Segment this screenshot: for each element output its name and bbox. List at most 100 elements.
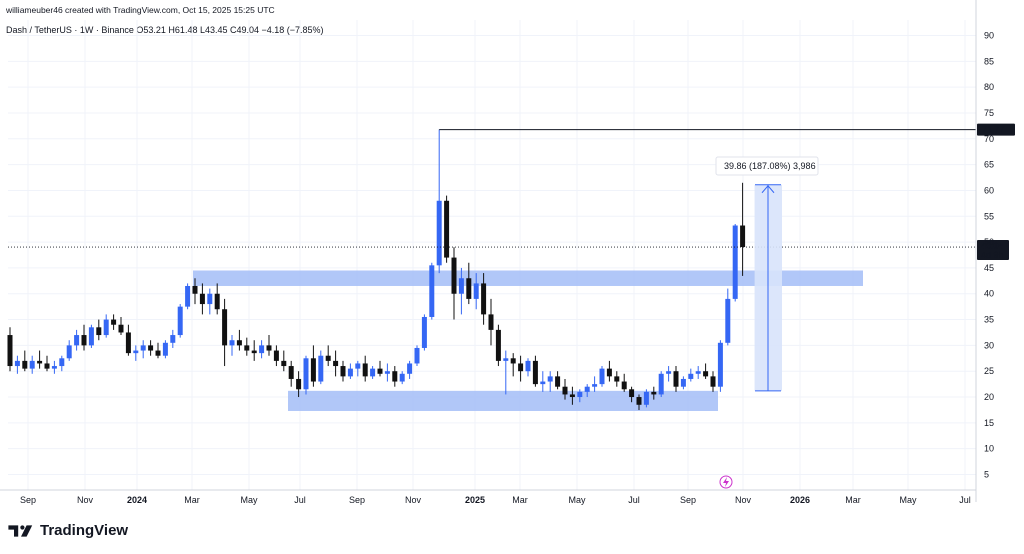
x-tick-label: Sep — [349, 495, 365, 505]
candle-body — [273, 350, 279, 361]
tradingview-logo-text: TradingView — [40, 522, 129, 539]
candle-body — [81, 335, 87, 346]
candle-body — [355, 363, 361, 369]
measure-label-box — [715, 156, 819, 176]
candle-body — [251, 350, 257, 354]
candle-body — [695, 371, 701, 374]
candle-body — [377, 368, 383, 374]
candle-body — [451, 257, 457, 294]
candle-body — [399, 373, 405, 382]
y-tick-label: 20 — [984, 392, 994, 402]
candle-body — [429, 265, 435, 317]
measure-arrowhead — [761, 184, 775, 194]
candle-body — [532, 360, 538, 385]
candle-body — [362, 363, 368, 377]
candle-body — [458, 278, 464, 294]
x-tick-label: Sep — [20, 495, 36, 505]
candle-body — [111, 319, 117, 325]
x-tick-label: Jul — [628, 495, 640, 505]
tradingview-logo-icon — [8, 524, 33, 537]
candle-body — [177, 306, 183, 336]
candle-body — [44, 363, 50, 369]
candle-body — [495, 329, 501, 361]
candle-body — [7, 335, 13, 367]
x-tick-label: Mar — [512, 495, 528, 505]
candle-body — [207, 293, 213, 305]
y-tick-label: 15 — [984, 418, 994, 428]
candle-body — [518, 363, 524, 372]
candle-body — [666, 371, 672, 374]
y-tick-label: 55 — [984, 211, 994, 221]
candle-body — [643, 391, 649, 405]
tradingview-logo[interactable]: TradingView — [8, 522, 128, 539]
candle-body — [155, 350, 161, 356]
candle-body — [288, 366, 294, 379]
candle-body — [688, 373, 694, 379]
candle-body — [118, 324, 124, 333]
y-tick-label: 10 — [984, 444, 994, 454]
candle-body — [103, 319, 109, 336]
candle-body — [133, 350, 139, 354]
x-tick-label: Mar — [184, 495, 200, 505]
candle-body — [444, 200, 450, 258]
candle-body — [384, 371, 390, 374]
y-tick-label: 80 — [984, 82, 994, 92]
x-tick-label: Nov — [735, 495, 752, 505]
candle-body — [651, 391, 657, 395]
symbol-name[interactable]: Dash / TetherUS · 1W · Binance — [6, 25, 134, 35]
y-tick-label: 85 — [984, 56, 994, 66]
candle-body — [481, 283, 487, 315]
candle-body — [414, 347, 420, 364]
x-tick-label: 2025 — [465, 495, 485, 505]
measure-label: 39.86 (187.08%) 3,986 — [724, 161, 816, 171]
x-tick-label: Mar — [845, 495, 861, 505]
candle-body — [577, 391, 583, 398]
candle-body — [259, 345, 265, 354]
candle-body — [473, 283, 479, 299]
candle-body — [266, 345, 272, 351]
candle-body — [606, 368, 612, 377]
candle-body — [185, 285, 191, 307]
candle-body — [59, 358, 65, 367]
lightning-icon — [723, 477, 729, 487]
candle-body — [318, 355, 324, 382]
candle-body — [236, 340, 242, 346]
y-tick-label: 40 — [984, 289, 994, 299]
candle-body — [244, 345, 250, 351]
candle-body — [740, 225, 746, 248]
candle-body — [540, 381, 546, 385]
x-tick-label: Nov — [77, 495, 94, 505]
x-tick-label: Jul — [294, 495, 306, 505]
chart-symbol-header: Dash / TetherUS · 1W · Binance O53.21 H6… — [6, 25, 324, 35]
zone-2 — [288, 390, 718, 411]
candle-body — [96, 327, 102, 336]
candle-body — [29, 360, 35, 369]
candlestick-series — [7, 129, 746, 410]
high-price-tag — [977, 123, 1015, 136]
candle-body — [148, 345, 154, 351]
y-tick-label: 30 — [984, 340, 994, 350]
ohlc-values: O53.21 H61.48 L43.45 C49.04 −4.18 (−7.85… — [136, 25, 324, 35]
candle-body — [732, 225, 738, 299]
candle-body — [281, 360, 287, 367]
candle-body — [51, 366, 57, 369]
candle-body — [125, 332, 131, 354]
candle-body — [310, 358, 316, 382]
candle-body — [725, 298, 731, 343]
candle-body — [22, 360, 28, 369]
x-tick-label: Nov — [405, 495, 422, 505]
candle-body — [407, 363, 413, 374]
candle-body — [192, 285, 198, 294]
x-tick-label: May — [568, 495, 586, 505]
candle-body — [229, 340, 235, 346]
candle-body — [562, 386, 568, 395]
candle-body — [37, 360, 43, 364]
candle-body — [629, 389, 635, 398]
candle-body — [325, 355, 331, 361]
candle-body — [555, 376, 561, 387]
y-tick-label: 25 — [984, 366, 994, 376]
candle-body — [140, 345, 146, 351]
support-resistance-zones — [193, 270, 863, 411]
candle-body — [296, 378, 302, 390]
